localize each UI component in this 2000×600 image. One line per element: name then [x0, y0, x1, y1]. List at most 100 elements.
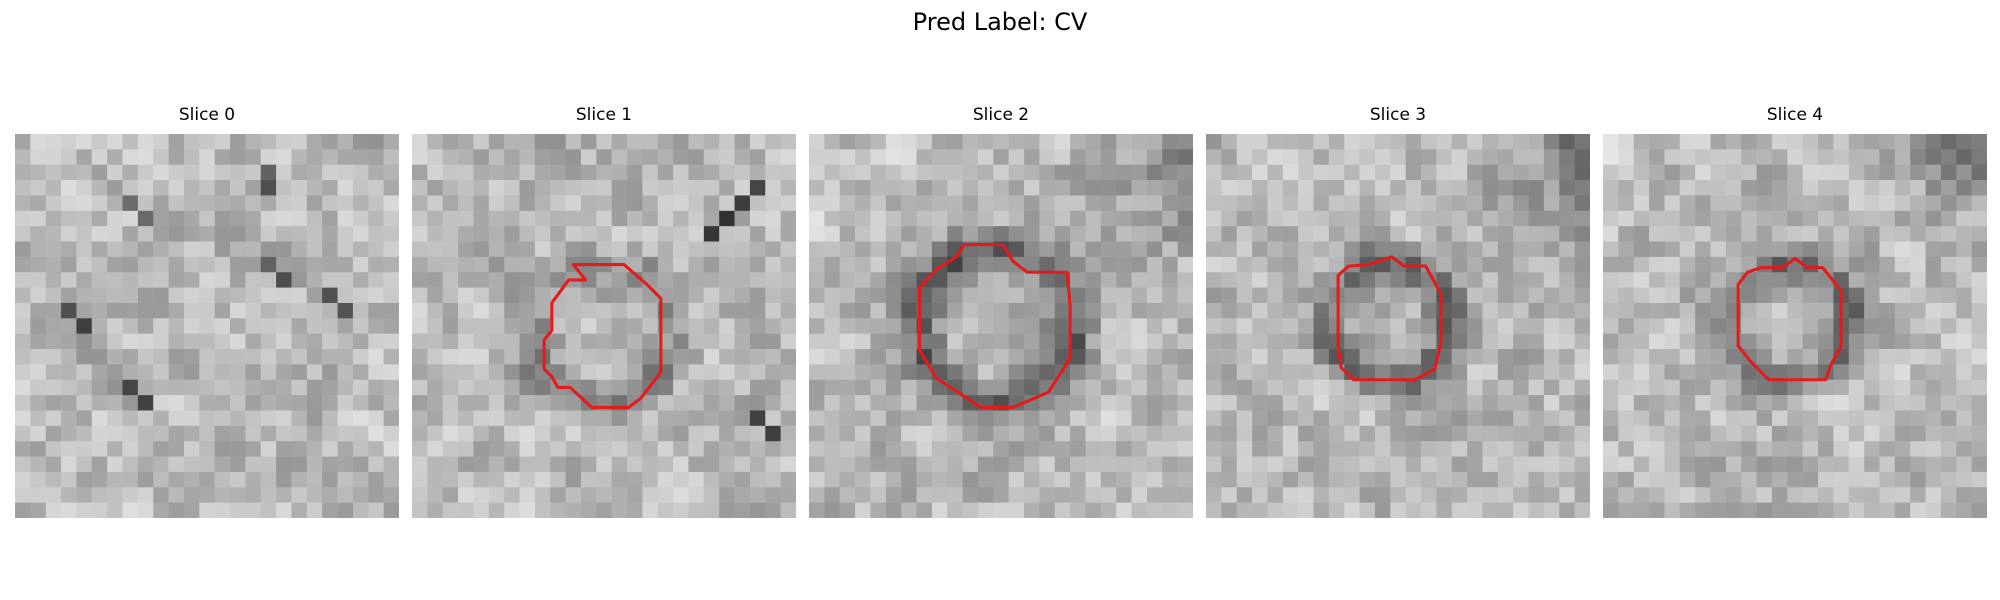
pixel [1603, 195, 1619, 212]
pixel [855, 149, 871, 166]
pixel [809, 441, 825, 457]
pixel [368, 502, 384, 518]
pixel [183, 210, 200, 227]
pixel [1221, 226, 1238, 242]
pixel [719, 502, 735, 518]
pixel [1756, 302, 1773, 319]
pixel [383, 456, 399, 473]
pixel [765, 502, 781, 518]
pixel [488, 364, 505, 381]
pixel [1649, 410, 1665, 427]
pixel [1206, 364, 1222, 381]
pixel [565, 210, 582, 227]
pixel [1206, 302, 1222, 319]
pixel [1374, 287, 1391, 304]
pixel [993, 364, 1009, 381]
pixel [107, 333, 123, 350]
pixel [611, 364, 628, 381]
pixel [1528, 487, 1545, 503]
pixel [1085, 180, 1102, 196]
pixel [1574, 349, 1590, 365]
pixel [580, 241, 597, 258]
pixel [1574, 395, 1590, 411]
pixel [352, 349, 369, 365]
pixel [1482, 164, 1499, 181]
pixel [1894, 379, 1911, 396]
pixel [473, 456, 490, 473]
pixel [260, 149, 277, 166]
pixel [993, 425, 1009, 442]
pixel [1833, 487, 1850, 503]
slice-image [1206, 134, 1590, 518]
pixel [1603, 410, 1619, 427]
pixel [550, 149, 566, 166]
pixel [1162, 318, 1178, 334]
pixel [1664, 164, 1681, 181]
pixel [1603, 180, 1619, 196]
pixel [183, 180, 200, 196]
pixel [1451, 272, 1468, 288]
pixel [611, 379, 628, 396]
pixel [1528, 349, 1545, 365]
pixel [855, 502, 871, 518]
pixel [1267, 149, 1284, 166]
pixel [1513, 287, 1529, 304]
pixel [61, 180, 77, 196]
pixel [1085, 195, 1102, 212]
pixel [565, 349, 582, 365]
pixel [458, 180, 474, 196]
pixel [1497, 502, 1514, 518]
pixel [1940, 272, 1957, 288]
pixel [214, 441, 231, 457]
pixel [1649, 425, 1665, 442]
pixel [291, 241, 308, 258]
pixel [901, 471, 917, 488]
pixel [122, 226, 139, 242]
pixel [1741, 364, 1757, 381]
pixel [1543, 471, 1560, 488]
pixel [1695, 410, 1711, 427]
pixel [565, 410, 582, 427]
pixel [1313, 395, 1330, 411]
pixel [107, 134, 123, 150]
pixel [1741, 487, 1757, 503]
pixel [1039, 134, 1056, 150]
pixel [1725, 241, 1742, 258]
pixel [1603, 302, 1619, 319]
pixel [642, 272, 659, 288]
pixel [1633, 164, 1650, 181]
pixel [703, 349, 720, 365]
pixel [765, 226, 781, 242]
pixel [91, 180, 108, 196]
pixel [122, 349, 139, 365]
pixel [962, 333, 979, 350]
pixel [1131, 456, 1148, 473]
pixel [153, 487, 169, 503]
pixel [1695, 256, 1711, 273]
pixel [1482, 441, 1499, 457]
pixel [642, 180, 659, 196]
pixel [1864, 379, 1880, 396]
pixel [504, 441, 520, 457]
pixel [780, 487, 796, 503]
pixel [61, 502, 77, 518]
pixel [1497, 134, 1514, 150]
pixel [15, 487, 31, 503]
pixel [368, 241, 384, 258]
pixel [1618, 180, 1635, 196]
pixel [412, 272, 428, 288]
pixel [1008, 364, 1025, 381]
pixel [765, 164, 781, 181]
pixel [1177, 441, 1193, 457]
pixel [322, 302, 338, 319]
pixel [1221, 349, 1238, 365]
pixel [734, 395, 751, 411]
pixel [1039, 425, 1056, 442]
pixel [427, 379, 444, 396]
pixel [183, 471, 200, 488]
pixel [565, 241, 582, 258]
pixel [1787, 226, 1803, 242]
pixel [1313, 456, 1330, 473]
pixel [657, 471, 674, 488]
pixel [1206, 195, 1222, 212]
